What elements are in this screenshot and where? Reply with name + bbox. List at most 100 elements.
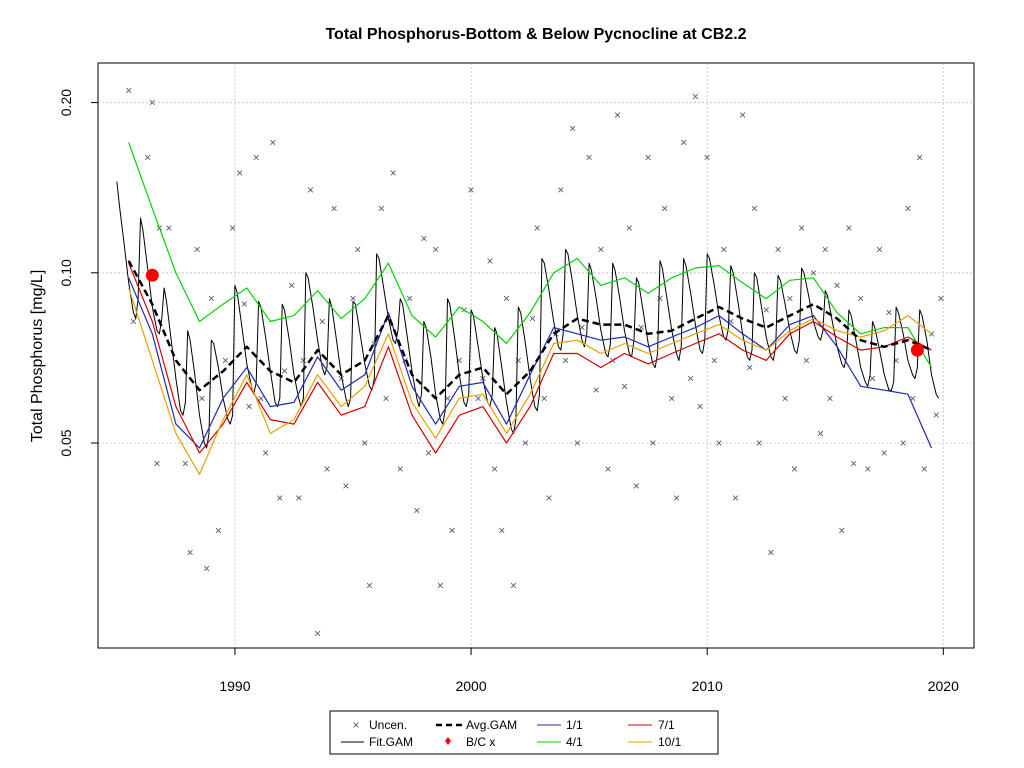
x-tick-label: 2020 (928, 678, 959, 694)
uncen-point: × (154, 457, 161, 471)
uncen-point: × (810, 266, 817, 280)
series-line-10-1 (128, 287, 932, 475)
uncen-point: × (361, 436, 368, 450)
uncen-point: × (456, 353, 463, 367)
uncen-point: × (182, 457, 189, 471)
uncen-point: × (354, 242, 361, 256)
uncen-point: × (763, 303, 770, 317)
legend-label-uncen: Uncen. (369, 718, 407, 732)
uncen-point: × (720, 242, 727, 256)
uncen-point: × (366, 578, 373, 592)
uncen-point: × (746, 361, 753, 375)
uncen-point: × (838, 524, 845, 538)
uncen-point: × (822, 242, 829, 256)
series-line-7-1 (128, 262, 932, 454)
uncen-point: × (534, 221, 541, 235)
uncen-point: × (331, 201, 338, 215)
uncen-point: × (324, 462, 331, 476)
uncen-point: × (406, 292, 413, 306)
uncen-point: × (562, 353, 569, 367)
uncen-point: × (510, 578, 517, 592)
uncen-point: × (680, 136, 687, 150)
y-axis: 0.05 0.10 0.20 (58, 89, 98, 457)
uncen-point: × (909, 391, 916, 405)
uncen-point: × (687, 372, 694, 386)
uncen-point: × (826, 391, 833, 405)
uncen-point: × (401, 353, 408, 367)
uncen-point: × (767, 546, 774, 560)
uncen-point: × (885, 306, 892, 320)
uncen-point: × (314, 627, 321, 641)
uncen-point: × (319, 315, 326, 329)
chart-title: Total Phosphorus-Bottom & Below Pycnocli… (325, 26, 746, 43)
uncen-point: × (593, 383, 600, 397)
uncen-point: × (281, 364, 288, 378)
uncen-point: × (468, 183, 475, 197)
uncen-point: × (574, 436, 581, 450)
uncen-point: × (307, 183, 314, 197)
uncen-point: × (697, 400, 704, 414)
series-line-1-1 (128, 277, 933, 449)
uncen-point: × (541, 391, 548, 405)
legend-marker-uncen: × (352, 718, 359, 732)
uncen-point: × (626, 221, 633, 235)
uncen-point: × (656, 292, 663, 306)
uncen-point: × (338, 372, 345, 386)
uncen-point: × (515, 353, 522, 367)
uncen-point: × (605, 462, 612, 476)
uncen-point: × (149, 96, 156, 110)
uncen-point: × (786, 292, 793, 306)
uncen-point: × (342, 479, 349, 493)
uncen-point: × (798, 221, 805, 235)
uncen-point: × (208, 292, 215, 306)
uncen-point: × (130, 315, 137, 329)
legend: × Uncen. Fit.GAM Avg.GAM B/C x 1/1 4/1 7… (329, 710, 719, 755)
uncen-point: × (739, 108, 746, 122)
uncen-point: × (921, 462, 928, 476)
uncen-point: × (782, 391, 789, 405)
uncen-point: × (491, 462, 498, 476)
uncen-point: × (586, 150, 593, 164)
uncen-point: × (371, 336, 378, 350)
uncen-point: × (350, 292, 357, 306)
uncen-point: × (850, 457, 857, 471)
uncen-point: × (241, 297, 248, 311)
uncen-point: × (876, 242, 883, 256)
y-tick-label: 0.10 (58, 259, 74, 286)
uncen-point: × (503, 292, 510, 306)
uncen-point: × (529, 312, 536, 326)
legend-item-7-1: 7/1 (628, 718, 675, 732)
uncen-point: × (522, 436, 529, 450)
uncen-point: × (864, 462, 871, 476)
uncen-point: × (215, 524, 222, 538)
legend-item-10-1: 10/1 (628, 735, 682, 749)
uncen-point: × (203, 561, 210, 575)
uncen-point: × (715, 436, 722, 450)
uncen-point: × (144, 150, 151, 164)
uncen-point: × (633, 479, 640, 493)
uncen-point: × (198, 391, 205, 405)
uncen-point: × (900, 436, 907, 450)
uncen-point: × (569, 121, 576, 135)
uncen-point: × (904, 201, 911, 215)
legend-label-7-1: 7/1 (658, 718, 675, 732)
uncen-point: × (276, 491, 283, 505)
legend-marker-bc (445, 737, 451, 745)
legend-label-avg-gam: Avg.GAM (466, 718, 517, 732)
uncen-point: × (727, 315, 734, 329)
uncen-point: × (545, 491, 552, 505)
uncen-point: × (397, 462, 404, 476)
uncen-point: × (187, 546, 194, 560)
grid-lines (98, 63, 974, 648)
uncen-point: × (673, 491, 680, 505)
uncen-point: × (937, 292, 944, 306)
legend-label-10-1: 10/1 (658, 735, 682, 749)
uncen-point: × (486, 254, 493, 268)
legend-item-fit-gam: Fit.GAM (341, 735, 413, 749)
uncen-point: × (222, 353, 229, 367)
legend-item-uncen: × Uncen. (352, 718, 407, 732)
y-tick-label: 0.05 (58, 429, 74, 456)
legend-item-avg-gam: Avg.GAM (436, 718, 517, 732)
uncen-point: × (869, 372, 876, 386)
uncen-point: × (449, 524, 456, 538)
